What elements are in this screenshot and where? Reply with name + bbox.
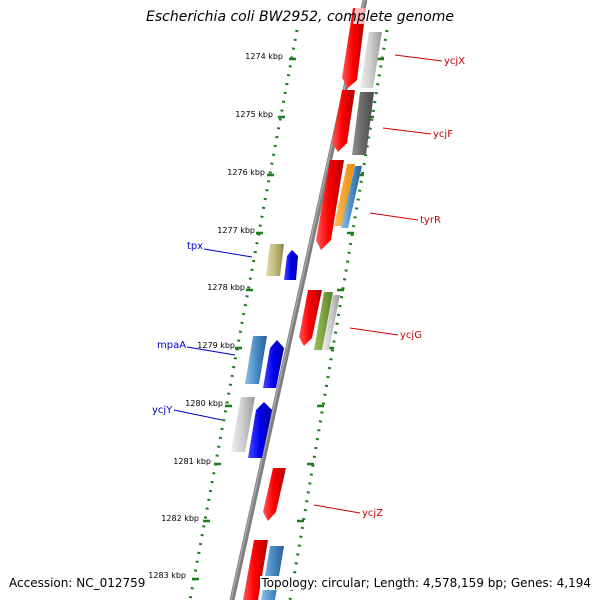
scale-ticks-left [192, 57, 296, 581]
gene-mpaa-arrow[interactable] [263, 340, 284, 388]
label-leader [186, 346, 236, 356]
scale-label: 1281 kbp [173, 457, 211, 466]
gene-tyrr-arrow[interactable] [316, 160, 344, 250]
forward-labels: ycjX ycjF tyrR ycjG ycjZ [313, 54, 465, 519]
gene-label-ycjx[interactable]: ycjX [444, 56, 465, 67]
reverse-genes [231, 244, 298, 458]
topology-label: Topology: circular; Length: 4,578,159 bp… [260, 576, 592, 590]
gene-tyrr-orange[interactable] [334, 164, 355, 226]
gene-ycjg-gray[interactable] [322, 295, 340, 350]
accession-label: Accession: NC_012759 [8, 576, 147, 590]
gene-tpx-arrow[interactable] [284, 250, 298, 280]
label-leader [382, 127, 432, 135]
gene-bottom-red-arrow[interactable] [243, 540, 268, 600]
gene-label-tpx[interactable]: tpx [187, 241, 203, 252]
scale-track-left [188, 29, 299, 600]
scale-label: 1276 kbp [227, 168, 265, 177]
label-leader [349, 327, 399, 336]
label-leader [369, 212, 419, 221]
scale-label: 1283 kbp [148, 571, 186, 580]
scale-track-right [288, 29, 389, 600]
scale-label: 1282 kbp [161, 514, 199, 523]
gene-ycjy-gray[interactable] [231, 397, 255, 452]
gene-mpaa-steel[interactable] [245, 336, 267, 384]
gene-ycjz-arrow[interactable] [263, 468, 286, 521]
gene-label-ycjf[interactable]: ycjF [433, 129, 453, 140]
gene-tpx-olive[interactable] [266, 244, 284, 276]
scale-label: 1277 kbp [217, 226, 255, 235]
reverse-labels: tpx mpaA ycjY [152, 241, 253, 421]
gene-ycjx-mate[interactable] [360, 32, 382, 88]
gene-label-tyrr[interactable]: tyrR [420, 215, 441, 226]
gene-label-ycjz[interactable]: ycjZ [362, 508, 383, 519]
scale-label: 1278 kbp [207, 283, 245, 292]
scale-label: 1275 kbp [235, 110, 273, 119]
gene-ycjf-mate[interactable] [352, 92, 374, 155]
gene-tyrr-blue[interactable] [341, 166, 362, 228]
scale-label: 1279 kbp [197, 341, 235, 350]
label-leader [173, 409, 223, 421]
genome-title: Escherichia coli BW2952, complete genome [146, 9, 454, 25]
gene-pink-arrow[interactable] [353, 8, 366, 24]
forward-genes [243, 8, 382, 600]
scale-label: 1280 kbp [185, 399, 223, 408]
gene-ycjg-arrow[interactable] [299, 290, 322, 346]
gene-ycjx-arrow[interactable] [342, 8, 366, 88]
label-leader [313, 504, 361, 514]
gene-ycjg-green[interactable] [314, 292, 333, 350]
gene-label-ycjy[interactable]: ycjY [152, 405, 173, 416]
scale-label: 1274 kbp [245, 52, 283, 61]
gene-label-ycjg[interactable]: ycjG [400, 330, 422, 341]
gene-ycjf-arrow[interactable] [332, 90, 355, 152]
gene-label-mpaa[interactable]: mpaA [157, 340, 186, 351]
label-leader [394, 54, 443, 62]
label-leader [203, 248, 253, 258]
gene-ycjy-arrow[interactable] [248, 402, 272, 458]
